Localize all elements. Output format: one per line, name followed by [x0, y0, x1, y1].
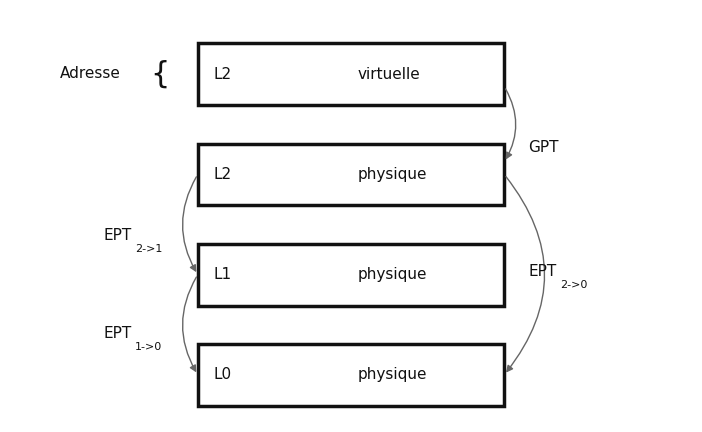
FancyBboxPatch shape [198, 344, 504, 406]
Text: L2: L2 [213, 167, 231, 182]
Text: L0: L0 [213, 367, 231, 382]
Text: EPT: EPT [104, 326, 132, 341]
Text: L2: L2 [213, 67, 231, 82]
Text: EPT: EPT [529, 264, 557, 279]
Text: physique: physique [357, 167, 427, 182]
Text: virtuelle: virtuelle [357, 67, 420, 82]
FancyBboxPatch shape [198, 244, 504, 305]
Text: L1: L1 [213, 267, 231, 282]
Text: GPT: GPT [529, 140, 559, 155]
Text: physique: physique [357, 267, 427, 282]
Text: Adresse: Adresse [60, 67, 121, 82]
FancyBboxPatch shape [198, 43, 504, 105]
FancyBboxPatch shape [198, 143, 504, 205]
Text: 2->0: 2->0 [560, 280, 588, 290]
Text: physique: physique [357, 367, 427, 382]
Text: 2->1: 2->1 [135, 244, 162, 254]
Text: EPT: EPT [104, 228, 132, 243]
Text: {: { [150, 60, 169, 89]
Text: 1->0: 1->0 [135, 342, 162, 352]
